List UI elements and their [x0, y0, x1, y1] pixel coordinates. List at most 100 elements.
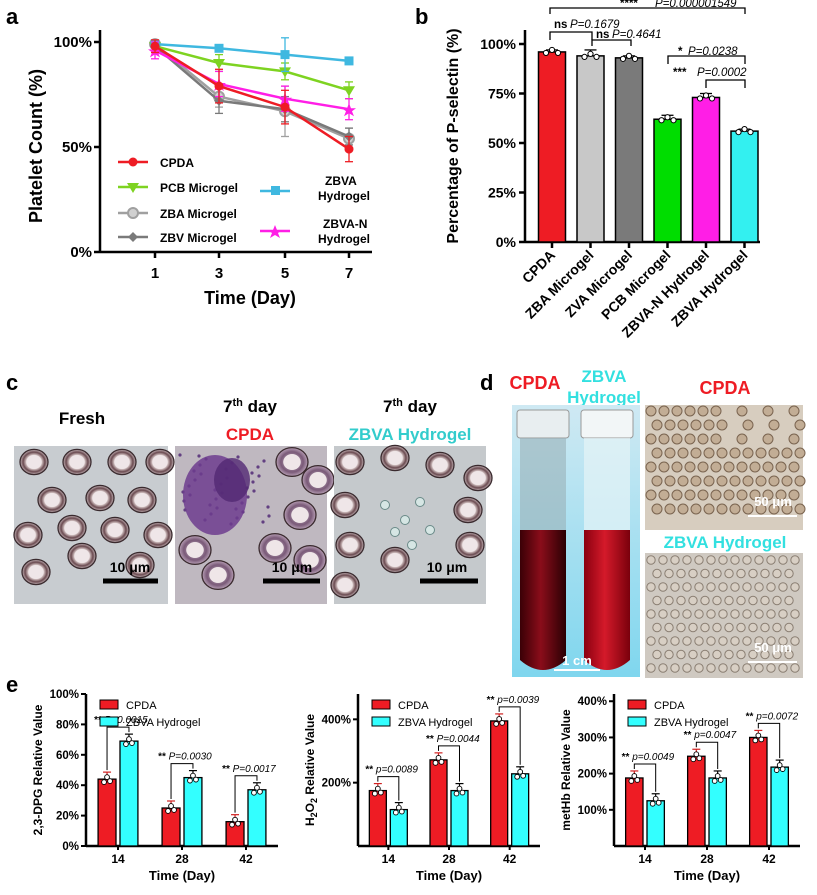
data-point: [717, 777, 724, 783]
e-ylabel: H2O2 Relative Value: [303, 714, 319, 826]
data-point: [658, 117, 665, 124]
panel-d-micro-top-label: CPDA: [699, 378, 750, 398]
e-sig-bracket: [498, 706, 521, 765]
data-point: [631, 773, 638, 779]
e-bar: [511, 773, 530, 847]
data-point: [232, 816, 238, 823]
data-point: [168, 803, 174, 809]
e-sig-bracket: [377, 776, 400, 801]
data-point: [655, 799, 662, 806]
dpg-chart: 0% 20% 40% 60% 80% 100% 2,3-DPG Relative Value…: [31, 689, 278, 883]
e-bar: [646, 800, 666, 847]
data-point: [779, 766, 786, 772]
bar: [576, 55, 605, 243]
data-point: [374, 785, 381, 792]
data-point: [280, 102, 290, 112]
data-point: [456, 785, 463, 792]
panel-c-col2-sub: CPDA: [226, 425, 274, 444]
e-sig-bracket: [170, 763, 194, 799]
bar: [691, 96, 721, 243]
chart-a-ytick: 50%: [62, 139, 92, 156]
data-point: [235, 820, 241, 827]
panel-c-col2-title: 7th day: [223, 397, 277, 416]
e-bar: [119, 740, 139, 847]
data-point: [735, 129, 742, 136]
sig-3-stars: ns: [596, 29, 609, 41]
data-point: [129, 740, 135, 746]
e-bar: [770, 766, 790, 847]
panel-c-fresh-title: Fresh: [59, 409, 105, 428]
data-point: [499, 720, 506, 726]
e-sig-bracket: [106, 726, 130, 771]
e-bar: [247, 789, 267, 847]
e-ytick: 200%: [322, 778, 351, 790]
micrograph-zbva-day7: [334, 446, 486, 604]
e-ytick: 60%: [56, 750, 79, 762]
e-ytick: 200%: [578, 769, 607, 781]
data-point: [165, 808, 171, 814]
scale-bar-cpda: 10 μm: [272, 559, 312, 575]
data-point: [664, 114, 671, 121]
sig-2-stars: ns: [554, 19, 567, 31]
e-sig-label: ** p=0.0039: [487, 695, 540, 706]
data-point: [214, 43, 224, 53]
data-point: [520, 772, 527, 779]
e-ytick: 100%: [50, 689, 79, 701]
e-xlabel: Time (Day): [416, 868, 482, 883]
data-point: [652, 795, 659, 802]
data-point: [708, 95, 716, 102]
data-point: [581, 53, 588, 60]
e-bar: [161, 807, 181, 847]
e-legend-swatch: [371, 716, 391, 727]
e-legend-swatch: [627, 699, 647, 710]
e-sig-label: ** P=0.0015: [94, 715, 148, 726]
data-point: [634, 777, 641, 783]
e-xtick: 42: [239, 852, 253, 866]
chart-b-ytick: 25%: [488, 185, 517, 201]
series-line-3: [154, 45, 350, 138]
data-point: [548, 46, 556, 54]
e-bar: [389, 808, 408, 847]
e-legend-swatch: [99, 699, 119, 710]
data-point: [371, 790, 378, 797]
data-point: [104, 774, 110, 780]
data-point: [435, 755, 442, 761]
e-bar: [225, 821, 245, 847]
e-xtick: 14: [638, 852, 652, 866]
e-bar: [748, 736, 768, 847]
panel-d-tubes: CPDA ZBVA Hydrogel 1 cm CPDA 50 μm ZBVA …: [509, 367, 806, 678]
data-point: [343, 86, 355, 97]
chart-a-legend: CPDA PCB Microgel ZBA Microgel ZBV Micro…: [118, 156, 370, 246]
data-point: [670, 117, 677, 124]
data-point: [344, 56, 354, 66]
data-point: [279, 67, 291, 78]
e-bar: [708, 777, 728, 847]
e-sig-bracket: [757, 722, 781, 759]
methb-chart: 100% 200% 300% 400% metHb Relative Value Time…: [559, 694, 800, 883]
panel-c-col3-sub: ZBVA Hydrogel: [349, 425, 472, 444]
e-bar: [429, 759, 448, 847]
scale-bar-zbva: 10 μm: [427, 559, 467, 575]
legend-zbva-2: Hydrogel: [318, 189, 370, 203]
data-point: [693, 751, 700, 758]
e-ytick: 400%: [322, 714, 351, 726]
data-point: [702, 92, 710, 99]
e-bar: [624, 777, 644, 847]
e-xlabel: Time (Day): [674, 868, 740, 883]
data-point: [773, 767, 780, 773]
e-xtick: 42: [762, 852, 776, 866]
data-point: [214, 81, 224, 91]
platelet: [425, 525, 435, 535]
legend-zbvan-1: ZBVA-N: [323, 217, 367, 231]
chart-a-ytick: 0%: [70, 244, 92, 261]
chart-b-ytick: 100%: [480, 36, 516, 52]
chart-a-xtick: 7: [345, 265, 353, 282]
data-point: [714, 773, 721, 779]
e-legend-cpda: CPDA: [126, 700, 157, 712]
p-selectin-chart: Percentage of P-selectin (%) 0% 25% 50% 75%…: [445, 0, 760, 340]
data-point: [190, 772, 196, 779]
e-sig-label: ** P=0.0044: [426, 734, 480, 745]
data-point: [755, 732, 762, 739]
platelet: [390, 527, 400, 537]
